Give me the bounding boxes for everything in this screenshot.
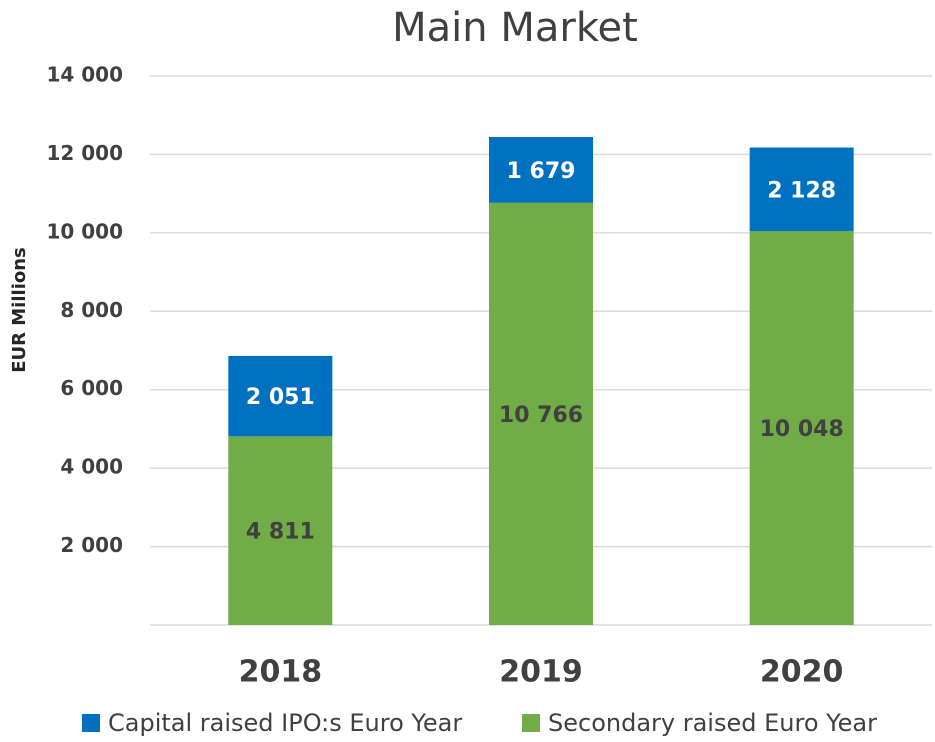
y-tick-label: 2 000 <box>60 533 123 557</box>
y-tick-label: 12 000 <box>46 141 123 165</box>
y-tick-label: 8 000 <box>60 298 123 322</box>
legend-label: Secondary raised Euro Year <box>548 709 877 737</box>
legend-swatch <box>82 714 100 732</box>
y-tick-label: 4 000 <box>60 455 123 479</box>
legend-swatch <box>522 714 540 732</box>
bar-segment <box>228 436 333 625</box>
x-tick-label: 2020 <box>760 655 844 690</box>
data-label: 2 128 <box>767 178 836 203</box>
x-tick-label: 2018 <box>239 655 323 690</box>
data-label: 10 766 <box>499 403 583 428</box>
y-tick-label: 6 000 <box>60 376 123 400</box>
y-axis-label: EUR Millions <box>9 247 30 373</box>
bar-segment <box>489 202 593 625</box>
bar-segment <box>749 230 854 625</box>
bar-segment <box>228 355 333 437</box>
legend-label: Capital raised IPO:s Euro Year <box>108 709 462 737</box>
x-tick-label: 2019 <box>499 655 583 690</box>
data-label: 1 679 <box>507 159 576 184</box>
y-tick-label: 14 000 <box>46 63 123 87</box>
bar-segment <box>489 136 593 203</box>
y-tick-label: 10 000 <box>46 219 123 243</box>
data-label: 4 811 <box>246 520 315 545</box>
data-label: 2 051 <box>246 385 315 410</box>
data-label: 10 048 <box>760 417 844 442</box>
chart-title: Main Market <box>392 5 638 51</box>
bar-segment <box>749 147 854 231</box>
